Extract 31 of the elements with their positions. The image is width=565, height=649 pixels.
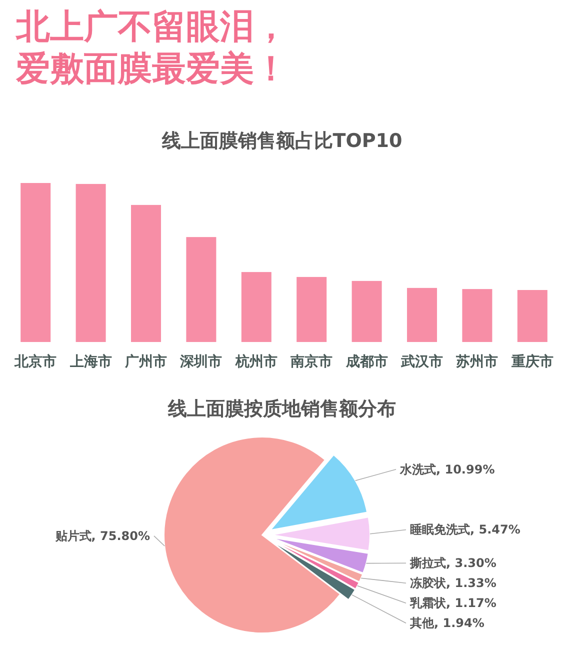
bar bbox=[20, 183, 51, 342]
x-tick-label: 北京市 bbox=[14, 353, 57, 370]
bar bbox=[352, 280, 382, 342]
x-tick-label: 苏州市 bbox=[455, 353, 498, 370]
slice-label: 睡眠免洗式, 5.47% bbox=[410, 522, 520, 537]
chart-title: 线上面膜按质地销售额分布 bbox=[167, 398, 396, 420]
bar bbox=[462, 289, 492, 342]
x-tick-label: 重庆市 bbox=[510, 353, 554, 370]
text: 北上广不留眼泪， bbox=[15, 7, 288, 47]
slice-label: 乳霜状, 1.17% bbox=[409, 596, 496, 610]
bar bbox=[296, 276, 327, 342]
slice-label: 贴片式, 75.80% bbox=[54, 528, 150, 543]
x-tick-label: 广州市 bbox=[124, 353, 167, 370]
bar bbox=[241, 272, 272, 342]
bar bbox=[407, 288, 437, 342]
x-tick-label: 上海市 bbox=[68, 353, 112, 370]
bar bbox=[131, 204, 161, 342]
x-tick-label: 深圳市 bbox=[179, 353, 222, 370]
x-tick-label: 杭州市 bbox=[234, 353, 278, 370]
text: 爱敷面膜最爱美！ bbox=[15, 49, 288, 89]
slice-label: 冻胶状, 1.33% bbox=[410, 576, 496, 590]
bar bbox=[517, 290, 548, 342]
bar bbox=[186, 237, 216, 342]
x-tick-label: 武汉市 bbox=[400, 353, 443, 370]
slice-label: 撕拉式, 3.30% bbox=[409, 556, 496, 570]
chart-title: 线上面膜销售额占比TOP10 bbox=[160, 130, 402, 152]
x-tick-label: 成都市 bbox=[344, 353, 388, 370]
bar bbox=[76, 184, 106, 342]
slice-label: 其他, 1.94% bbox=[409, 616, 484, 630]
x-tick-label: 南京市 bbox=[290, 353, 333, 370]
slice-label: 水洗式, 10.99% bbox=[399, 462, 495, 476]
